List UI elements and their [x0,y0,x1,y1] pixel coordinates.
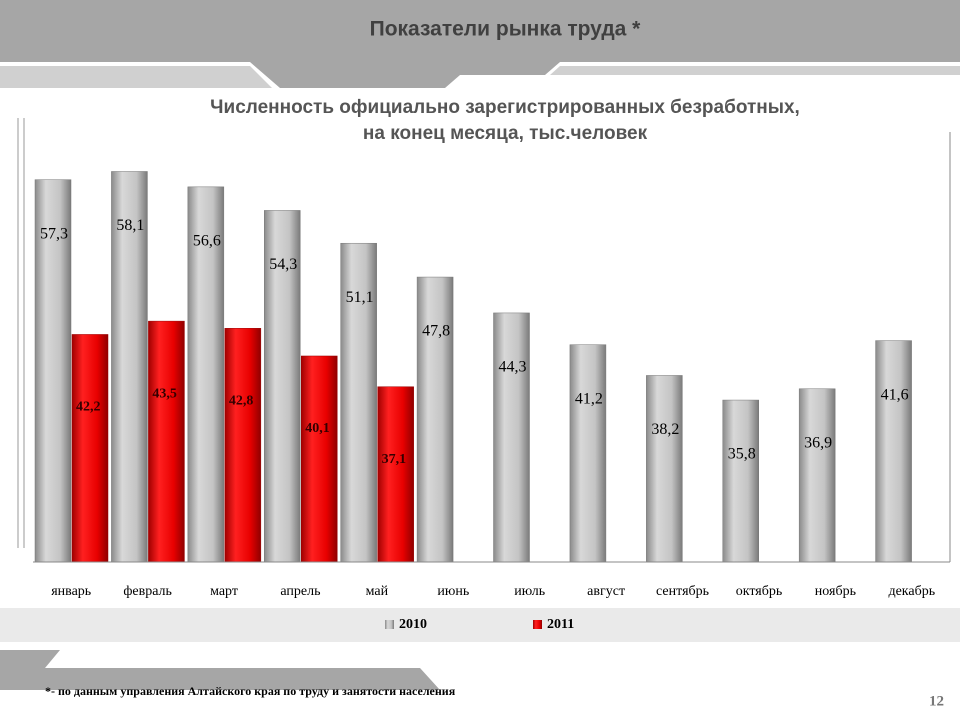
x-tick-label: июнь [437,584,469,599]
footer-bg [0,690,470,720]
bar [111,171,148,563]
x-tick-label: март [210,584,238,599]
data-label: 40,1 [305,421,330,436]
bar [377,386,414,563]
data-label: 51,1 [346,289,374,306]
chart-title: на конец месяца, тыс.человек [363,123,648,144]
data-label: 44,3 [499,359,527,376]
bar [798,388,836,563]
bar [646,375,683,563]
x-tick-label: июль [514,584,545,599]
bar [187,186,225,563]
x-tick-label: апрель [280,584,320,599]
data-label: 37,1 [382,452,407,467]
bar [34,179,72,563]
data-label: 38,2 [651,421,679,438]
chart-title: Численность официально зарегистрированны… [210,97,800,118]
x-tick-label: ноябрь [815,584,856,599]
header-band [0,0,960,88]
data-label: 54,3 [269,256,297,273]
bar [301,355,338,563]
data-label: 41,6 [881,386,909,403]
bar [493,312,530,563]
bar [148,320,185,563]
legend-label: 2011 [547,617,574,632]
header-stripe [550,66,960,75]
footnote: *- по данным управления Алтайского края … [45,684,456,698]
data-label: 42,8 [229,394,254,409]
x-tick-label: август [587,584,625,599]
data-label: 56,6 [193,233,221,250]
bar [71,334,109,563]
data-label: 35,8 [728,446,756,463]
bar [722,399,759,563]
data-label: 47,8 [422,323,450,340]
legend-band [0,608,960,642]
data-label: 36,9 [804,434,832,451]
bar [569,344,607,563]
footer-band [0,650,440,690]
data-label: 42,2 [76,400,101,415]
x-tick-label: май [366,584,389,599]
legend-label: 2010 [399,617,427,632]
bar [416,276,454,563]
page-number: 12 [929,693,944,709]
x-tick-label: декабрь [888,584,935,599]
header-stripe [0,66,272,88]
x-tick-label: сентябрь [656,584,709,599]
data-label: 41,2 [575,390,603,407]
data-label: 43,5 [152,386,177,401]
x-tick-label: февраль [123,584,172,599]
bar [340,242,377,563]
data-label: 57,3 [40,225,68,242]
header-title: Показатели рынка труда * [370,18,642,41]
legend-swatch [385,620,394,629]
legend-swatch [533,620,542,629]
x-tick-label: январь [51,584,91,599]
x-tick-label: октябрь [736,584,783,599]
bar [224,328,262,563]
bar [875,340,912,563]
data-label: 58,1 [116,217,144,234]
